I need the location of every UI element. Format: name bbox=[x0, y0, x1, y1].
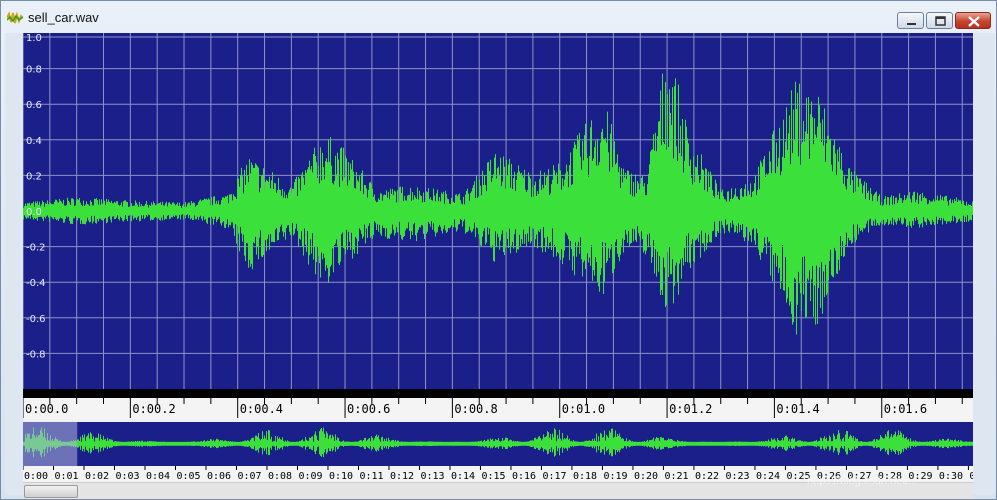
time-tick-label: 0:01.0 bbox=[562, 402, 605, 416]
time-tick-label: 0:00.6 bbox=[347, 402, 390, 416]
overview-tick-label: 0:18 bbox=[573, 471, 597, 481]
overview-tick-label: 0:25 bbox=[786, 471, 810, 481]
maximize-button[interactable] bbox=[926, 12, 953, 29]
y-tick-label: -0.6 bbox=[26, 314, 46, 325]
overview-tick-label: 0:12 bbox=[390, 471, 414, 481]
y-tick-label: 1.0 bbox=[26, 33, 42, 44]
overview-tick-label: 0:29 bbox=[908, 471, 932, 481]
overview-ruler bbox=[23, 466, 973, 481]
overview-tick-label: 0:20 bbox=[634, 471, 658, 481]
y-tick-label: 0.0 bbox=[26, 207, 42, 218]
maximize-icon bbox=[935, 16, 946, 26]
overview-tick-label: 0:15 bbox=[481, 471, 505, 481]
overview-tick-label: 0:30 bbox=[939, 471, 963, 481]
scrollbar-thumb[interactable] bbox=[24, 485, 78, 498]
time-tick-label: 0:00.4 bbox=[240, 402, 283, 416]
overview-tick-label: 0:01 bbox=[54, 471, 78, 481]
time-tick-label: 0:00.0 bbox=[25, 402, 68, 416]
time-tick-label: 0:01.4 bbox=[776, 402, 819, 416]
time-ruler-ticks: 0:00.0 0:00.2 0:00.4 0:00.6 0:00.8 0:01.0 0:01… bbox=[23, 398, 963, 418]
overview-tick-label: 0:14 bbox=[451, 471, 475, 481]
overview-tick-label: 0:03 bbox=[115, 471, 139, 481]
overview-tick-label: 0:19 bbox=[603, 471, 627, 481]
overview-tick-label: 0:10 bbox=[329, 471, 353, 481]
overview-tick-label: 0:05 bbox=[176, 471, 200, 481]
overview-tick-label: 0:22 bbox=[695, 471, 719, 481]
overview-visible-range[interactable] bbox=[23, 422, 78, 466]
time-tick-label: 0:01.6 bbox=[884, 402, 927, 416]
overview-tick-label: 0:3 bbox=[969, 471, 973, 481]
time-tick-label: 0:00.8 bbox=[454, 402, 497, 416]
minimize-icon bbox=[907, 23, 916, 25]
y-tick-label: 0.2 bbox=[26, 171, 42, 182]
minimize-button[interactable] bbox=[897, 12, 924, 29]
y-tick-label: -0.2 bbox=[26, 243, 46, 254]
close-icon bbox=[968, 16, 980, 27]
overview-tick-label: 0:27 bbox=[847, 471, 871, 481]
overview-tick-label: 0:02 bbox=[85, 471, 109, 481]
time-ruler[interactable] bbox=[23, 398, 973, 420]
waveform-series[interactable] bbox=[23, 73, 973, 335]
overview-tick-label: 0:16 bbox=[512, 471, 536, 481]
time-tick-label: 0:00.2 bbox=[132, 402, 175, 416]
window-title: sell_car.wav bbox=[28, 10, 99, 25]
timeline-separator bbox=[23, 389, 973, 398]
overview-tick-label: 0:07 bbox=[237, 471, 261, 481]
time-tick-label: 0:01.2 bbox=[669, 402, 712, 416]
overview-ruler-ticks: 0:00 0:01 0:02 0:03 0:04 0:05 0:06 0:07 0:08 0:09… bbox=[23, 466, 973, 481]
waveform-view[interactable]: 1.0 0.8 0.6 0.4 0.2 0.0 -0.2 -0.4 -0.6 -0.8 0:00.… bbox=[23, 33, 973, 481]
overview-tick-label: 0:08 bbox=[268, 471, 292, 481]
overview-tick-label: 0:23 bbox=[725, 471, 749, 481]
y-tick-label: -0.4 bbox=[26, 278, 46, 289]
overview-tick-label: 0:09 bbox=[298, 471, 322, 481]
close-button[interactable] bbox=[955, 12, 991, 29]
overview-tick-label: 0:11 bbox=[359, 471, 383, 481]
overview-tick-label: 0:13 bbox=[420, 471, 444, 481]
overview-tick-label: 0:00 bbox=[24, 471, 48, 481]
right-margin bbox=[973, 33, 995, 495]
editor-client-area: 1.0 0.8 0.6 0.4 0.2 0.0 -0.2 -0.4 -0.6 -0.8 0:00.… bbox=[23, 33, 973, 495]
title-bar[interactable]: sell_car.wav bbox=[1, 1, 996, 33]
horizontal-scrollbar[interactable] bbox=[23, 482, 973, 499]
y-tick-label: -0.8 bbox=[26, 349, 46, 360]
watermark-text: https://blog.csdn.net/... bbox=[807, 475, 918, 487]
y-tick-label: 0.8 bbox=[26, 65, 42, 76]
y-tick-label: 0.4 bbox=[26, 136, 42, 147]
overview-tick-label: 0:28 bbox=[878, 471, 902, 481]
overview-tick-label: 0:21 bbox=[664, 471, 688, 481]
left-margin bbox=[5, 33, 23, 495]
overview-tick-label: 0:17 bbox=[542, 471, 566, 481]
overview-tick-label: 0:26 bbox=[817, 471, 841, 481]
overview-tick-label: 0:04 bbox=[146, 471, 170, 481]
overview-tick-label: 0:06 bbox=[207, 471, 231, 481]
waveform-app-icon bbox=[7, 11, 23, 24]
y-axis-labels: 1.0 0.8 0.6 0.4 0.2 0.0 -0.2 -0.4 -0.6 -0.8 bbox=[26, 33, 46, 360]
overview-tick-label: 0:24 bbox=[756, 471, 780, 481]
y-tick-label: 0.6 bbox=[26, 100, 42, 111]
